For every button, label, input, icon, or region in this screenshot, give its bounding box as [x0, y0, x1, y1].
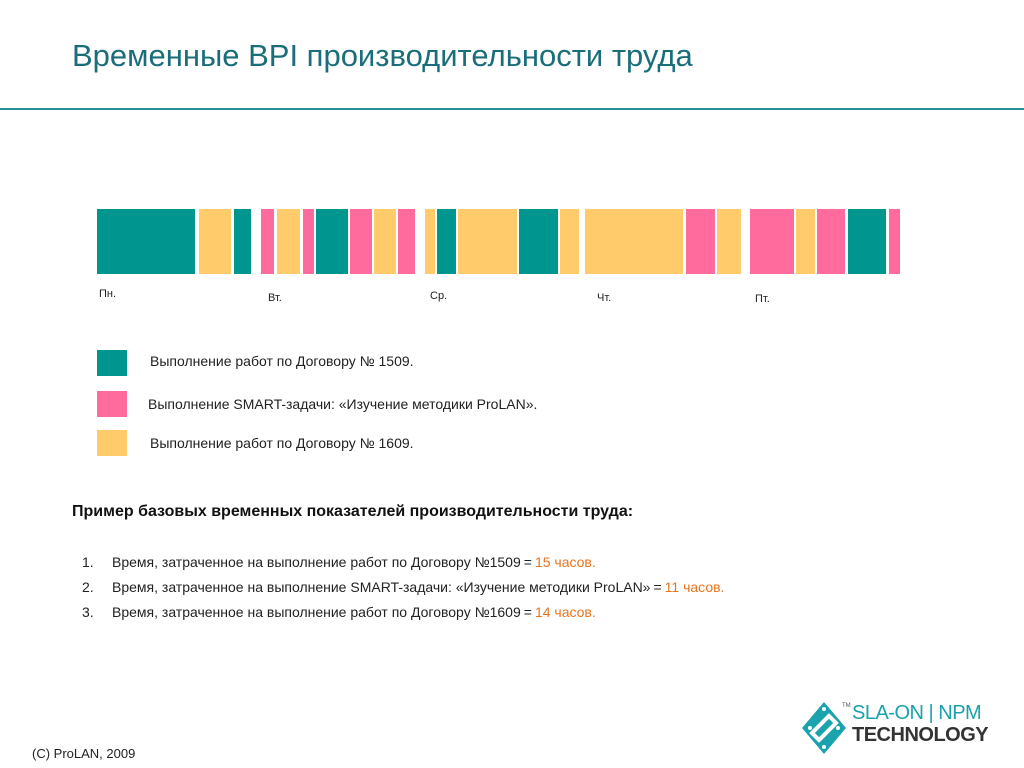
timeline-segment-smart_task [685, 209, 715, 274]
metric-number: 2. [82, 579, 94, 595]
metric-equals: = [523, 604, 532, 620]
metric-text: Время, затраченное на выполнение работ п… [112, 604, 521, 620]
timeline-segment-contract_1609 [716, 209, 741, 274]
metric-equals: = [653, 579, 662, 595]
timeline-segment-smart_task [749, 209, 794, 274]
legend-label: Выполнение работ по Договору № 1609. [150, 435, 414, 451]
timeline-segment-contract_1609 [198, 209, 232, 274]
timeline-segment-contract_1609 [585, 209, 684, 274]
day-label: Ср. [430, 290, 448, 302]
legend-label: Выполнение работ по Договору № 1509. [150, 353, 414, 369]
section-heading: Пример базовых временных показателей про… [72, 503, 634, 520]
logo-trademark: TM [842, 703, 851, 709]
timeline-segment-contract_1609 [560, 209, 579, 274]
timeline-segment-contract_1609 [276, 209, 301, 274]
timeline-segment-contract_1509 [847, 209, 887, 274]
company-logo: TM SLA-ON | NPM TECHNOLOGY [800, 700, 990, 756]
metric-value: 15 часов. [534, 554, 596, 570]
copyright: (C) ProLAN, 2009 [32, 746, 136, 761]
legend-swatch-smart_task [97, 391, 127, 417]
timeline-chart: Пн. Вт. Ср. Чт. Пт. [0, 0, 1024, 330]
metrics-list: 1. Время, затраченное на выполнение работ… [82, 554, 724, 629]
timeline-segment-smart_task [349, 209, 372, 274]
timeline-segment-contract_1609 [374, 209, 396, 274]
timeline-segment-contract_1509 [437, 209, 456, 274]
timeline-segment-contract_1509 [316, 209, 348, 274]
timeline-segment-contract_1609 [424, 209, 436, 274]
metric-item: 3. Время, затраченное на выполнение работ… [82, 604, 724, 629]
timeline-segment-smart_task [817, 209, 846, 274]
legend-label: Выполнение SMART-задачи: «Изучение метод… [148, 396, 538, 412]
metric-value: 14 часов. [534, 604, 596, 620]
timeline-segment-smart_task [260, 209, 274, 274]
legend-swatch-contract_1609 [97, 430, 127, 456]
timeline-segment-smart_task [888, 209, 900, 274]
title-divider [0, 108, 1024, 110]
timeline-segment-smart_task [302, 209, 314, 274]
diamond-chip-icon [802, 702, 846, 754]
metric-text: Время, затраченное на выполнение SMART-з… [112, 579, 651, 595]
metric-item: 1. Время, затраченное на выполнение работ… [82, 554, 724, 579]
timeline-segment-contract_1509 [97, 209, 195, 274]
timeline-segment-contract_1509 [233, 209, 252, 274]
timeline-segment-contract_1609 [796, 209, 815, 274]
metric-value: 11 часов. [664, 579, 725, 595]
day-label: Пн. [99, 288, 117, 300]
metric-item: 2. Время, затраченное на выполнение SMART… [82, 579, 724, 604]
timeline-segment-smart_task [398, 209, 415, 274]
metric-text: Время, затраченное на выполнение работ п… [112, 554, 521, 570]
logo-text-top: SLA-ON | NPM [852, 702, 982, 724]
timeline-segment-contract_1609 [458, 209, 517, 274]
metric-equals: = [523, 554, 532, 570]
day-label: Вт. [268, 292, 282, 304]
timeline-segment-contract_1509 [519, 209, 558, 274]
metric-number: 1. [82, 554, 94, 570]
day-label: Чт. [597, 292, 612, 304]
logo-text-bottom: TECHNOLOGY [852, 724, 989, 746]
page-title: Временные BPI производительности труда [72, 38, 693, 73]
legend-swatch-contract_1509 [97, 350, 127, 376]
day-label: Пт. [755, 293, 770, 305]
metric-number: 3. [82, 604, 94, 620]
